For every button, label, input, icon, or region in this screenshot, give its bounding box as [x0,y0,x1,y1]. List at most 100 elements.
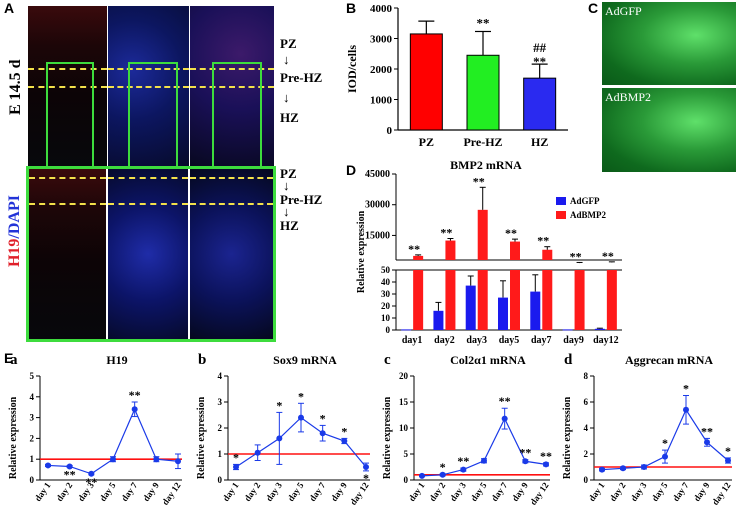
data-point [481,457,487,464]
chart-title: Col2α1 mRNA [450,353,526,367]
x-tick-label: day 3 [264,480,284,503]
significance-mark: ** [477,15,490,30]
data-point [543,461,549,468]
data-point [45,462,51,469]
bar-adbmp2-upper-day5 [510,241,520,260]
bar-adbmp2-upper-day7 [542,249,553,260]
y-tick-label: 2 [30,433,35,443]
legend-label-adgfp: AdGFP [570,196,600,206]
x-tick-label: day 9 [692,480,712,503]
micrograph-adgfp [602,2,736,85]
x-tick-label: day7 [531,335,552,346]
x-tick-label: day 9 [510,480,530,503]
y-tick-label: 0 [218,475,223,485]
x-tick-label: day2 [434,335,455,346]
bar-adbmp2-upper-day1 [413,255,424,260]
x-tick-label: day 2 [608,480,628,503]
sub-label: b [198,352,206,368]
zone-pz-bottom: PZ [280,166,297,181]
bar-adgfp-day7 [530,291,541,330]
data-point [110,456,116,463]
zone-arrow-4: ↓ [283,204,290,219]
y-tick-label: 50 [381,265,391,275]
zone-arrow-1: ↓ [283,52,290,67]
x-tick-label: day3 [466,335,487,346]
y-tick-label: 10 [381,313,391,323]
x-tick-label: day 7 [671,480,691,503]
y-tick-label: 5 [404,449,409,459]
micrograph-merge-zoom [190,169,273,339]
significance-mark: ** [64,468,76,482]
x-tick-label: day 5 [286,480,306,503]
bar-adbmp2-upper-day2 [445,240,456,260]
significance-mark: ** [537,234,549,248]
adbmp2-label: AdBMP2 [605,90,652,104]
x-tick-label: day 1 [33,480,53,503]
y-tick-label: 1 [218,449,223,459]
x-tick-label: day 2 [427,480,447,503]
x-tick-label: day 5 [650,480,670,503]
sub-label: d [564,352,573,368]
y-tick-label: 10 [399,423,409,433]
y-tick-label: 6 [584,397,589,407]
y-tick-label: 40 [381,277,391,287]
significance-mark: ** [519,446,531,460]
series-line [47,407,179,475]
chart-title: BMP2 mRNA [450,160,522,172]
data-point [460,466,467,473]
y-tick-label: 0 [386,325,391,335]
significance-mark: * [440,460,446,474]
zone-arrow-2: ↓ [283,90,290,105]
x-tick-label: day1 [402,335,423,346]
significance-mark: * [662,436,668,450]
data-point [276,435,283,442]
x-tick-label: day5 [499,335,520,346]
significance-mark: ** [602,249,614,263]
panel-d-bmp2-chart: BMP2 mRNA 15000 30000 45000 0 10 20 30 40 50 Relat… [356,160,622,346]
data-point [725,457,731,464]
micrograph-h19-top [28,6,107,166]
zone-prehz-top: Pre-HZ [280,70,323,85]
micrograph-merge-top [190,6,274,166]
y-tick-label: 5 [30,371,35,381]
y-tick-label: 3000 [370,34,393,46]
panel-label-d: D [346,162,357,178]
data-point [298,414,304,421]
bar-adbmp2-lower-day12 [606,270,617,330]
y-tick-label: 1000 [370,95,393,107]
micrograph-dapi-top [108,6,189,166]
significance-mark: ## [533,40,547,55]
significance-mark: ** [505,226,517,240]
y-tick-label: 0 [584,475,589,485]
y-tick-label: 2000 [370,64,393,76]
y-tick-label: 45000 [365,169,390,180]
panel-label-c: C [588,0,599,16]
data-point [341,438,348,444]
data-point [683,406,689,413]
data-point [662,453,668,460]
data-point [233,464,239,470]
data-point [88,470,95,477]
significance-mark: * [683,382,689,396]
significance-mark: ** [701,424,713,438]
x-tick-label: day 1 [221,480,241,503]
bar-adgfp-day3 [465,285,476,330]
x-tick-label: day 9 [141,480,161,503]
x-tick-label: day 1 [407,480,427,503]
x-tick-label: day 7 [119,480,139,503]
significance-mark: ** [540,449,552,463]
data-point [319,430,326,437]
significance-mark: ** [533,54,546,69]
data-point [522,458,529,465]
bar-adbmp2-lower-day2 [445,270,456,330]
x-tick-label: day9 [563,335,584,346]
y-tick-label: 0 [404,475,409,485]
data-point [131,406,138,413]
panel-a-stain-label: H19/DAPI [6,195,23,268]
y-tick-label: 20 [399,371,409,381]
x-tick-label: day 5 [469,480,489,503]
chart-title: Sox9 mRNA [273,353,337,367]
sub-label: a [10,352,18,368]
significance-mark: ** [129,388,141,402]
